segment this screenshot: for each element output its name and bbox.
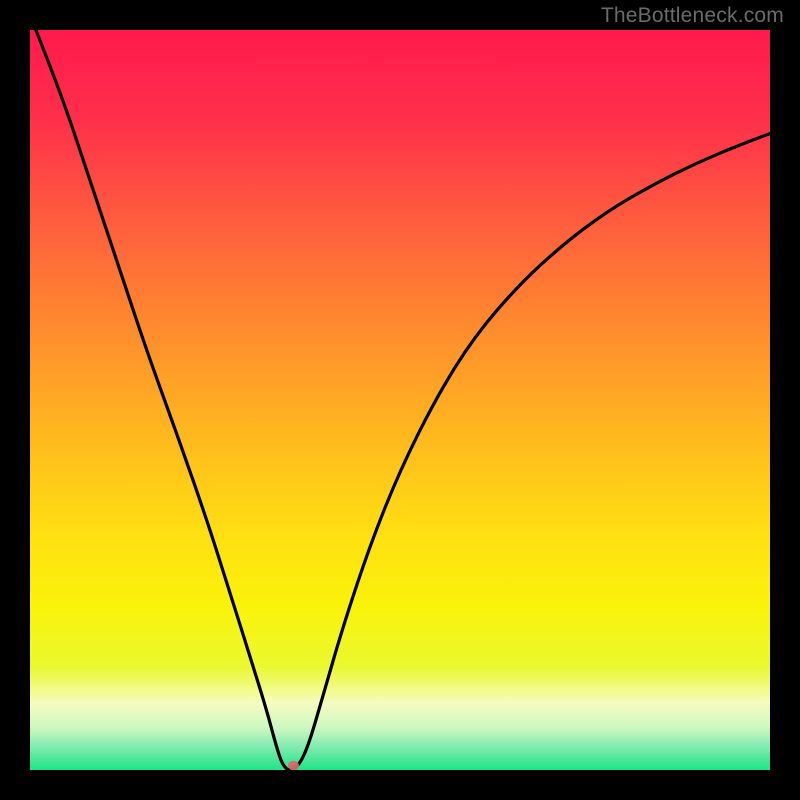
watermark-text: TheBottleneck.com [601,4,784,28]
chart-container [0,0,800,800]
minimum-marker [288,761,299,771]
bottleneck-curve-chart [0,0,800,800]
plot-background [30,30,770,770]
